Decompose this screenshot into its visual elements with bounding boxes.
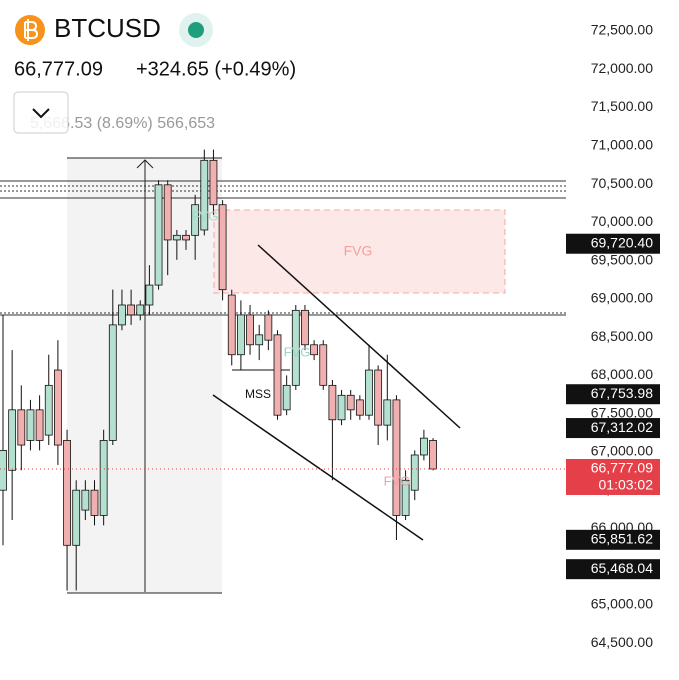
annotation: FVG [192, 208, 219, 223]
candle-body [255, 334, 264, 346]
price-label: 65,851.62 [591, 531, 653, 547]
candle-body [346, 394, 355, 411]
candle-body [54, 369, 62, 446]
last-price-box [566, 458, 660, 495]
candle-body [72, 489, 81, 546]
candle-body [246, 314, 254, 346]
y-tick-label: 70,500.00 [591, 175, 653, 191]
candle-body [301, 309, 309, 346]
y-tick-label: 68,000.00 [591, 366, 653, 382]
symbol: BTCUSD [54, 13, 161, 43]
y-tick-label: 68,500.00 [591, 328, 653, 344]
change: +324.65 (+0.49%) [136, 58, 296, 80]
price: 66,777.09 [14, 58, 103, 80]
candle-body [145, 284, 154, 306]
y-tick-label: 67,500.00 [591, 404, 653, 420]
candle-body [383, 399, 392, 426]
annotation: FVG [384, 473, 411, 488]
y-tick-label: 72,000.00 [591, 60, 653, 76]
candles [0, 149, 437, 591]
last-price-label: 66,777.09 [591, 460, 653, 476]
candle-body [429, 440, 437, 470]
candle-body [337, 394, 346, 421]
candle-body [191, 204, 200, 236]
channel-line [257, 244, 461, 429]
candle-body [8, 409, 17, 471]
price-label: 67,753.98 [591, 385, 653, 401]
candle-body [63, 440, 71, 546]
candle-body [355, 399, 364, 416]
y-tick-label: 69,000.00 [591, 290, 653, 306]
candle-body [154, 184, 163, 286]
candle-body [319, 344, 328, 386]
collapse-button[interactable] [13, 91, 69, 134]
countdown: 01:03:02 [599, 477, 654, 493]
y-tick-label: 70,000.00 [591, 213, 653, 229]
candle-body [392, 399, 401, 516]
y-tick-label: 64,500.00 [591, 634, 653, 650]
y-tick-label: 69,500.00 [591, 251, 653, 267]
candle-body [273, 334, 282, 416]
candle-body [401, 479, 410, 516]
y-tick-label: 71,000.00 [591, 136, 653, 152]
annotation: FVG [344, 243, 373, 259]
candle-body [419, 437, 428, 456]
candle-body [374, 369, 383, 426]
candle-body [227, 294, 236, 356]
channel-line [212, 394, 424, 541]
candle-body [136, 304, 145, 316]
annotation: FVG [284, 344, 311, 359]
candle-body [264, 314, 273, 341]
candle-body [44, 384, 53, 436]
candle-body [291, 309, 300, 386]
y-tick-label: 67,000.00 [591, 443, 653, 459]
status-dot [188, 22, 204, 38]
candle-body [172, 234, 181, 241]
annotation: MSS [245, 387, 271, 401]
candle-body [17, 409, 26, 446]
candle-body [26, 409, 35, 441]
candle-body [282, 384, 291, 411]
candle-body [218, 204, 227, 291]
candle-body [81, 489, 90, 511]
candle-body [90, 489, 99, 516]
candle-body [410, 454, 419, 491]
candle-body [328, 384, 337, 421]
measure-arrowhead [136, 159, 154, 169]
y-tick-label: 65,000.00 [591, 596, 653, 612]
candle-body [209, 159, 218, 206]
price-label-box [566, 529, 660, 550]
candle-body [236, 314, 245, 356]
price-label: 67,312.02 [591, 419, 653, 435]
y-tick-label: 72,500.00 [591, 22, 653, 38]
candle-body [0, 449, 7, 491]
price-label: 69,720.40 [591, 234, 653, 250]
candle-body [310, 344, 319, 356]
candle-body [365, 369, 373, 416]
candle-body [118, 304, 126, 326]
candle-body [108, 324, 117, 441]
price-label-box [566, 384, 660, 405]
coin-glyph [24, 19, 39, 41]
measure-label: 5,666.53 (8.69%) 566,653 [30, 115, 215, 132]
candle-body [182, 234, 190, 241]
price-label: 65,468.04 [591, 560, 653, 576]
price-label-box [566, 418, 660, 439]
candle-body [163, 184, 172, 241]
price-label-box [566, 233, 660, 254]
chevron[interactable] [32, 108, 50, 119]
candle-body [35, 409, 44, 441]
candle-body [127, 304, 135, 316]
y-tick-label: 71,500.00 [591, 98, 653, 114]
candle-body [99, 440, 108, 516]
price-label-box [566, 559, 660, 580]
fvg-zone [213, 209, 506, 294]
candle-body [200, 159, 209, 231]
